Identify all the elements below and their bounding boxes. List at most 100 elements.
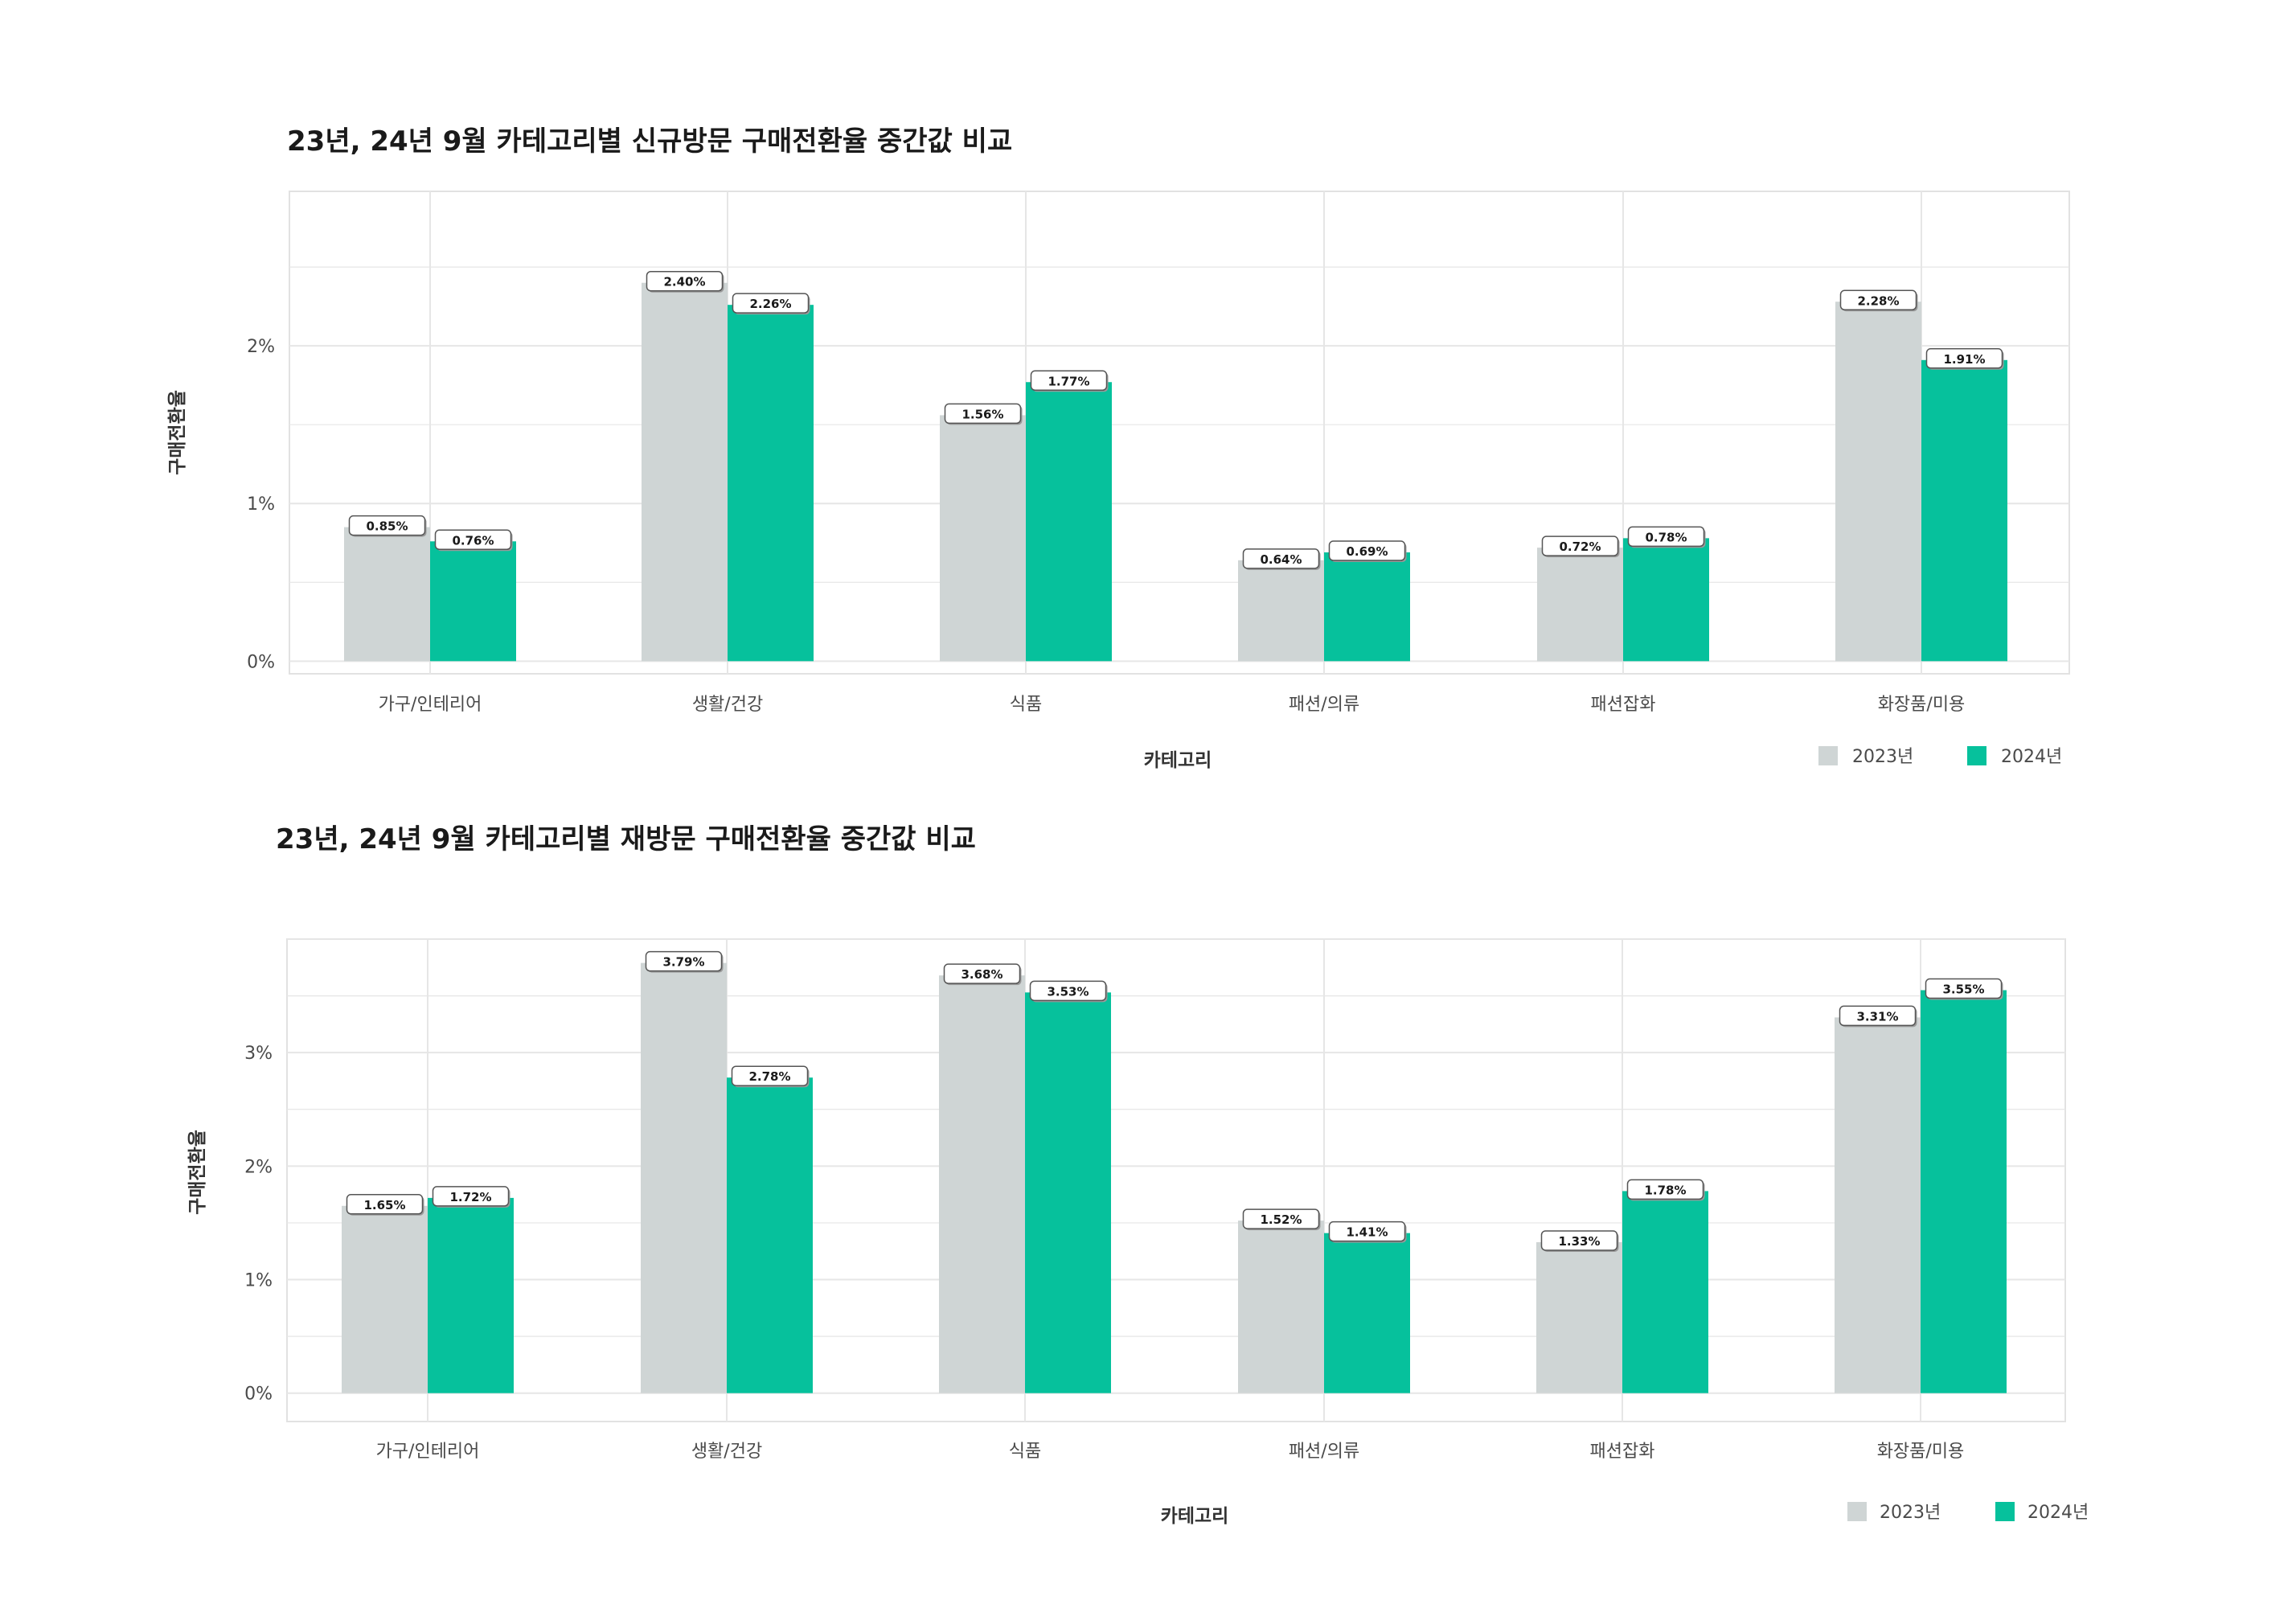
bar-2024 <box>1026 382 1112 662</box>
data-label: 0.72% <box>1559 539 1601 554</box>
x-tick-label: 생활/건강 <box>691 1442 762 1462</box>
data-label: 1.77% <box>1048 374 1089 388</box>
y-tick-label: 0% <box>247 652 275 672</box>
data-label: 2.78% <box>748 1069 790 1084</box>
y-tick-label: 3% <box>244 1044 273 1064</box>
bar-2024 <box>1622 1191 1708 1393</box>
bar-2023 <box>1835 302 1921 662</box>
data-label: 3.53% <box>1047 984 1089 999</box>
data-label: 0.64% <box>1260 552 1302 567</box>
chart-title-new-visit: 23년, 24년 9월 카테고리별 신규방문 구매전환율 중간값 비교 <box>287 125 1013 158</box>
data-label-box <box>434 529 512 551</box>
data-label: 1.56% <box>961 407 1003 421</box>
x-axis-title: 카테고리 <box>1161 1506 1229 1527</box>
data-label-box <box>346 1194 424 1215</box>
data-label: 1.52% <box>1260 1212 1302 1227</box>
data-label: 0.78% <box>1645 530 1687 544</box>
bar-2024 <box>1324 552 1410 662</box>
bar-2024 <box>727 1077 813 1393</box>
bar-2024 <box>1324 1233 1410 1393</box>
data-label-box <box>1541 535 1619 556</box>
bar-2023 <box>939 975 1025 1393</box>
bar-2024 <box>1921 990 2007 1393</box>
bar-2023 <box>940 415 1026 662</box>
data-label: 2.28% <box>1857 293 1899 308</box>
data-label-box <box>645 950 723 972</box>
y-tick-label: 2% <box>244 1157 273 1177</box>
revisit-conversion-chart: 0% 1% 2% 3% 1.65% 3.79% 3.68% 1.52% 1.33% 3.31% 1.… <box>187 938 2089 1527</box>
x-tick-label: 생활/건강 <box>692 695 763 715</box>
legend-label: 2023년 <box>1852 747 1913 767</box>
x-tick-label: 식품 <box>1010 695 1042 715</box>
x-tick-label: 패션/의류 <box>1289 1442 1359 1462</box>
data-label-box <box>1242 1208 1320 1229</box>
legend-label: 2024년 <box>2027 1503 2089 1523</box>
x-tick-label: 화장품/미용 <box>1877 1442 1965 1462</box>
data-label: 1.33% <box>1558 1234 1600 1249</box>
data-label-box <box>732 293 810 314</box>
data-label-box <box>1328 540 1406 561</box>
bar-2023 <box>342 1205 428 1393</box>
legend-swatch-2023 <box>1818 746 1838 765</box>
bar-2023 <box>1537 548 1623 662</box>
plot-panel <box>286 938 2066 1422</box>
bar-2024 <box>1921 359 2007 662</box>
data-label-box <box>646 270 724 292</box>
data-label-box <box>943 963 1021 984</box>
bar-2024 <box>428 1197 514 1393</box>
bar-2024 <box>728 305 814 662</box>
legend-swatch-2024 <box>1995 1502 2015 1521</box>
bar-2023 <box>1238 560 1324 662</box>
x-tick-label: 가구/인테리어 <box>376 1442 480 1462</box>
data-label: 0.69% <box>1346 544 1388 559</box>
x-tick-label: 화장품/미용 <box>1878 695 1966 715</box>
data-label-box <box>1540 1230 1618 1251</box>
data-label-box <box>1839 1005 1917 1027</box>
chart-title-revisit: 23년, 24년 9월 카테고리별 재방문 구매전환율 중간값 비교 <box>276 823 976 855</box>
data-label-box <box>1030 370 1108 392</box>
data-label: 0.85% <box>366 519 408 534</box>
data-label: 1.91% <box>1943 352 1985 367</box>
x-axis-title: 카테고리 <box>1144 750 1212 771</box>
x-tick-label: 패션잡화 <box>1590 1442 1655 1462</box>
y-tick-label: 1% <box>244 1271 273 1291</box>
data-label: 1.72% <box>449 1190 491 1204</box>
y-tick-label: 2% <box>247 337 275 357</box>
bar-2024 <box>1623 538 1709 662</box>
data-label-box <box>1925 348 2003 369</box>
y-tick-label: 0% <box>244 1385 273 1405</box>
data-label: 3.79% <box>662 955 704 970</box>
x-tick-label: 패션/의류 <box>1289 695 1359 715</box>
y-tick-label: 1% <box>247 494 275 515</box>
data-label-box <box>1925 978 2003 999</box>
y-axis-title: 구매전환율 <box>167 390 188 475</box>
data-label-box <box>1328 1221 1406 1242</box>
data-label-box <box>944 403 1022 425</box>
data-label: 0.76% <box>452 533 494 548</box>
legend-swatch-2023 <box>1847 1502 1867 1521</box>
y-axis-title: 구매전환율 <box>187 1130 208 1215</box>
data-label: 2.26% <box>749 297 791 311</box>
bar-2023 <box>642 282 728 662</box>
data-label: 3.31% <box>1856 1009 1898 1024</box>
bar-2024 <box>430 541 516 662</box>
new-visit-conversion-chart: 0% 1% 2% 0.85% 2.40% 1.56% 0.64% 0.72% 2.28% 0.76… <box>167 191 2070 771</box>
data-label-box <box>348 515 426 536</box>
data-label-box <box>432 1186 510 1207</box>
data-label-box <box>731 1065 809 1086</box>
x-tick-label: 가구/인테리어 <box>379 695 482 715</box>
legend-swatch-2024 <box>1967 746 1986 765</box>
data-label-box <box>1029 980 1107 1002</box>
data-label-box <box>1626 1179 1704 1200</box>
legend-label: 2024년 <box>2001 747 2062 767</box>
bar-2023 <box>1835 1017 1921 1393</box>
data-label: 1.78% <box>1644 1183 1686 1197</box>
bar-2024 <box>1025 992 1111 1393</box>
data-label: 1.41% <box>1346 1225 1388 1240</box>
data-label: 3.68% <box>961 967 1002 982</box>
bar-2023 <box>344 527 430 662</box>
plot-panel <box>289 191 2070 675</box>
x-tick-label: 패션잡화 <box>1591 695 1656 715</box>
x-tick-label: 식품 <box>1009 1442 1041 1462</box>
bar-2023 <box>1238 1221 1324 1393</box>
